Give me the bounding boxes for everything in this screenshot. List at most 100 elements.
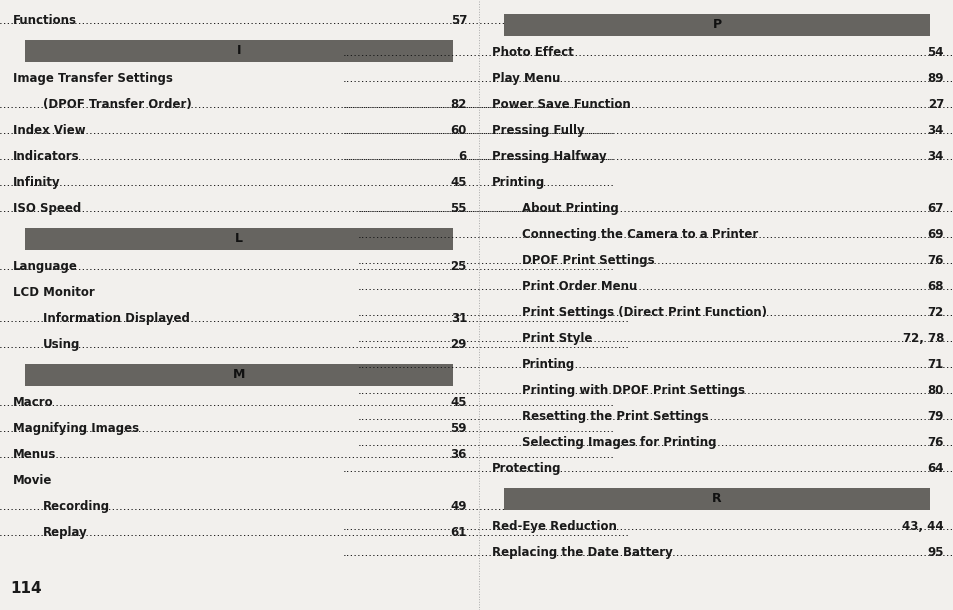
Text: Photo Effect: Photo Effect <box>492 46 574 59</box>
Text: Infinity: Infinity <box>13 176 61 189</box>
Text: 76: 76 <box>926 436 943 449</box>
Text: Print Order Menu: Print Order Menu <box>521 280 637 293</box>
Text: (DPOF Transfer Order): (DPOF Transfer Order) <box>43 98 192 111</box>
Text: 55: 55 <box>450 202 467 215</box>
Text: Macro: Macro <box>13 396 53 409</box>
Text: 72, 78: 72, 78 <box>902 332 943 345</box>
Text: 82: 82 <box>450 98 467 111</box>
Text: 25: 25 <box>450 260 467 273</box>
Bar <box>503 488 929 510</box>
Text: 59: 59 <box>450 422 467 435</box>
Text: 49: 49 <box>450 500 467 513</box>
Text: 60: 60 <box>450 124 467 137</box>
Text: ................................................................................: ........................................… <box>343 124 953 137</box>
Bar <box>25 228 453 250</box>
Text: Functions: Functions <box>13 14 77 27</box>
Text: 89: 89 <box>926 72 943 85</box>
Bar <box>25 364 453 386</box>
Text: R: R <box>712 492 721 506</box>
Text: ................................................................................: ........................................… <box>357 436 953 449</box>
Text: ................................................................................: ........................................… <box>343 150 953 163</box>
Text: ................................................................................: ........................................… <box>0 526 629 539</box>
Text: ................................................................................: ........................................… <box>0 422 615 435</box>
Text: Connecting the Camera to a Printer: Connecting the Camera to a Printer <box>521 228 758 241</box>
Text: 31: 31 <box>450 312 467 325</box>
Text: LCD Monitor: LCD Monitor <box>13 286 94 299</box>
Text: ................................................................................: ........................................… <box>0 98 629 111</box>
Text: 67: 67 <box>926 202 943 215</box>
Text: Resetting the Print Settings: Resetting the Print Settings <box>521 410 708 423</box>
Text: ................................................................................: ........................................… <box>357 280 953 293</box>
Text: Indicators: Indicators <box>13 150 79 163</box>
Text: ................................................................................: ........................................… <box>357 410 953 423</box>
Text: ................................................................................: ........................................… <box>0 312 629 325</box>
Text: Pressing Fully: Pressing Fully <box>492 124 584 137</box>
Text: Recording: Recording <box>43 500 110 513</box>
Text: 76: 76 <box>926 254 943 267</box>
Text: 43, 44: 43, 44 <box>902 520 943 533</box>
Text: 114: 114 <box>10 581 42 596</box>
Text: ................................................................................: ........................................… <box>357 384 953 397</box>
Text: 36: 36 <box>450 448 467 461</box>
Text: Protecting: Protecting <box>492 462 561 475</box>
Text: ................................................................................: ........................................… <box>357 306 953 319</box>
Bar <box>503 14 929 36</box>
Text: Print Settings (Direct Print Function): Print Settings (Direct Print Function) <box>521 306 766 319</box>
Text: L: L <box>234 232 243 245</box>
Text: ISO Speed: ISO Speed <box>13 202 81 215</box>
Text: Magnifying Images: Magnifying Images <box>13 422 139 435</box>
Text: ................................................................................: ........................................… <box>357 358 953 371</box>
Text: 69: 69 <box>926 228 943 241</box>
Text: ................................................................................: ........................................… <box>343 46 953 59</box>
Bar <box>25 40 453 62</box>
Text: ................................................................................: ........................................… <box>0 396 615 409</box>
Text: ................................................................................: ........................................… <box>0 260 615 273</box>
Text: Information Displayed: Information Displayed <box>43 312 190 325</box>
Text: M: M <box>233 368 245 381</box>
Text: Image Transfer Settings: Image Transfer Settings <box>13 72 172 85</box>
Text: Menus: Menus <box>13 448 56 461</box>
Text: 95: 95 <box>926 546 943 559</box>
Text: 29: 29 <box>450 338 467 351</box>
Text: ................................................................................: ........................................… <box>343 72 953 85</box>
Text: Replay: Replay <box>43 526 88 539</box>
Text: ................................................................................: ........................................… <box>343 462 953 475</box>
Text: Printing: Printing <box>521 358 575 371</box>
Text: 45: 45 <box>450 396 467 409</box>
Text: ................................................................................: ........................................… <box>357 228 953 241</box>
Text: Movie: Movie <box>13 474 52 487</box>
Text: Print Style: Print Style <box>521 332 592 345</box>
Text: Printing with DPOF Print Settings: Printing with DPOF Print Settings <box>521 384 744 397</box>
Text: Pressing Halfway: Pressing Halfway <box>492 150 606 163</box>
Text: ................................................................................: ........................................… <box>0 500 629 513</box>
Text: Selecting Images for Printing: Selecting Images for Printing <box>521 436 716 449</box>
Text: 71: 71 <box>926 358 943 371</box>
Text: ................................................................................: ........................................… <box>343 520 953 533</box>
Text: 72: 72 <box>926 306 943 319</box>
Text: Language: Language <box>13 260 78 273</box>
Text: About Printing: About Printing <box>521 202 618 215</box>
Text: 54: 54 <box>926 46 943 59</box>
Text: ................................................................................: ........................................… <box>343 98 953 111</box>
Text: ................................................................................: ........................................… <box>0 338 629 351</box>
Text: ................................................................................: ........................................… <box>357 254 953 267</box>
Text: ................................................................................: ........................................… <box>0 176 615 189</box>
Text: 6: 6 <box>458 150 467 163</box>
Text: ................................................................................: ........................................… <box>0 202 615 215</box>
Text: ................................................................................: ........................................… <box>0 14 615 27</box>
Text: Printing: Printing <box>492 176 545 189</box>
Text: 79: 79 <box>926 410 943 423</box>
Text: Replacing the Date Battery: Replacing the Date Battery <box>492 546 672 559</box>
Text: 64: 64 <box>926 462 943 475</box>
Text: DPOF Print Settings: DPOF Print Settings <box>521 254 654 267</box>
Text: ................................................................................: ........................................… <box>0 150 615 163</box>
Text: ................................................................................: ........................................… <box>0 448 615 461</box>
Text: ................................................................................: ........................................… <box>357 202 953 215</box>
Text: 34: 34 <box>926 150 943 163</box>
Text: 27: 27 <box>926 98 943 111</box>
Text: 68: 68 <box>926 280 943 293</box>
Text: Using: Using <box>43 338 80 351</box>
Text: Power Save Function: Power Save Function <box>492 98 630 111</box>
Text: 57: 57 <box>450 14 467 27</box>
Text: 45: 45 <box>450 176 467 189</box>
